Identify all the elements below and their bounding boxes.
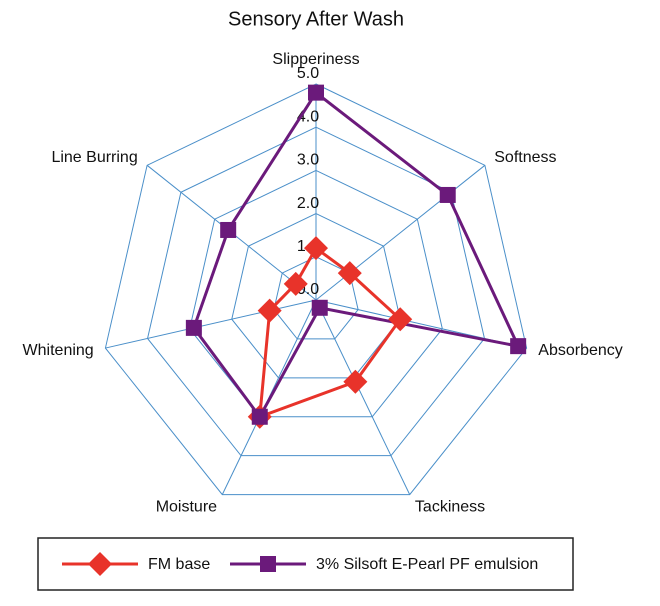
- grid-ring: [104, 83, 528, 496]
- series-line: [258, 245, 403, 419]
- category-label: Whitening: [23, 342, 94, 359]
- square-marker: [185, 319, 202, 336]
- category-label: Softness: [494, 149, 556, 166]
- diamond-marker: [283, 271, 308, 296]
- axis-spoke: [315, 299, 411, 495]
- legend-marker: [260, 556, 276, 572]
- square-marker: [308, 84, 324, 101]
- legend-marker: [88, 552, 112, 576]
- diamond-marker: [304, 236, 328, 261]
- diamond-marker: [337, 261, 362, 286]
- square-marker: [251, 408, 268, 425]
- series-line: [192, 90, 521, 420]
- square-marker: [510, 338, 527, 355]
- category-label: Line Burring: [51, 149, 137, 166]
- legend-label: FM base: [148, 556, 210, 573]
- diamond-marker: [388, 307, 413, 332]
- r-tick-label: 5.0: [297, 65, 319, 82]
- legend-label: 3% Silsoft E-Pearl PF emulsion: [316, 556, 538, 573]
- category-label: Moisture: [156, 499, 217, 516]
- square-marker: [220, 221, 237, 238]
- axis-spoke: [315, 164, 486, 301]
- square-marker: [439, 186, 456, 203]
- grid-ring: [189, 169, 443, 418]
- category-label: Tackiness: [415, 499, 485, 516]
- category-label: Absorbency: [538, 342, 623, 359]
- r-tick-label: 2.0: [297, 195, 319, 212]
- axis-spoke: [105, 299, 317, 349]
- diamond-marker: [343, 369, 368, 394]
- category-label: Slipperiness: [272, 51, 359, 68]
- r-tick-label: 3.0: [297, 152, 319, 169]
- grid-ring: [231, 213, 401, 379]
- square-marker: [311, 299, 328, 316]
- diamond-marker: [257, 298, 282, 323]
- chart-title: Sensory After Wash: [228, 8, 404, 30]
